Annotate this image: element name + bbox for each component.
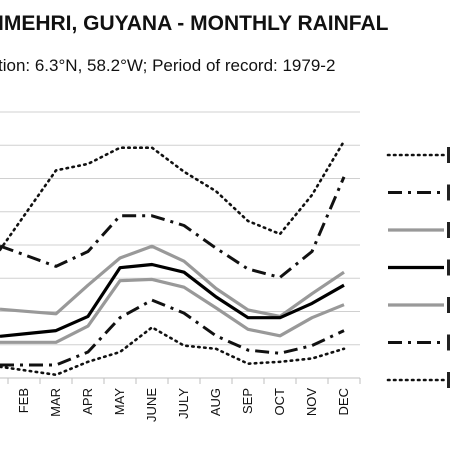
legend-text-fragment [447, 222, 450, 238]
x-tick-label: NOV [304, 388, 319, 417]
x-tick-label: MAY [112, 388, 127, 416]
legend-text-fragment [447, 334, 450, 351]
x-tick-label: JUNE [144, 388, 159, 422]
chart-title: IMEHRI, GUYANA - MONTHLY RAINFAL [0, 12, 389, 35]
x-tick-label: DEC [336, 388, 351, 415]
series-line-3 [0, 244, 345, 318]
x-tick-label: SEP [240, 388, 255, 414]
legend-text-fragment [447, 147, 450, 163]
series-line-6 [0, 298, 345, 367]
chart-subtitle: tion: 6.3°N, 58.2°W; Period of record: 1… [0, 56, 336, 75]
series-line-7 [0, 326, 346, 377]
legend-text-fragment [447, 184, 450, 201]
x-tick-label: FEB [16, 388, 31, 413]
x-tick-label: JULY [176, 388, 191, 419]
x-tick-label: MAR [48, 388, 63, 417]
legend-text-fragment [447, 259, 450, 276]
series-line-2 [0, 176, 346, 279]
legend-text-fragment [447, 372, 450, 388]
legend-text-fragment [447, 297, 450, 313]
x-tick-label: APR [80, 388, 95, 415]
x-tick-label: OCT [272, 388, 287, 416]
series-line-5 [0, 277, 345, 344]
series-line-4 [0, 262, 345, 338]
x-tick-label: AUG [208, 388, 223, 416]
series-line-1 [0, 139, 346, 252]
